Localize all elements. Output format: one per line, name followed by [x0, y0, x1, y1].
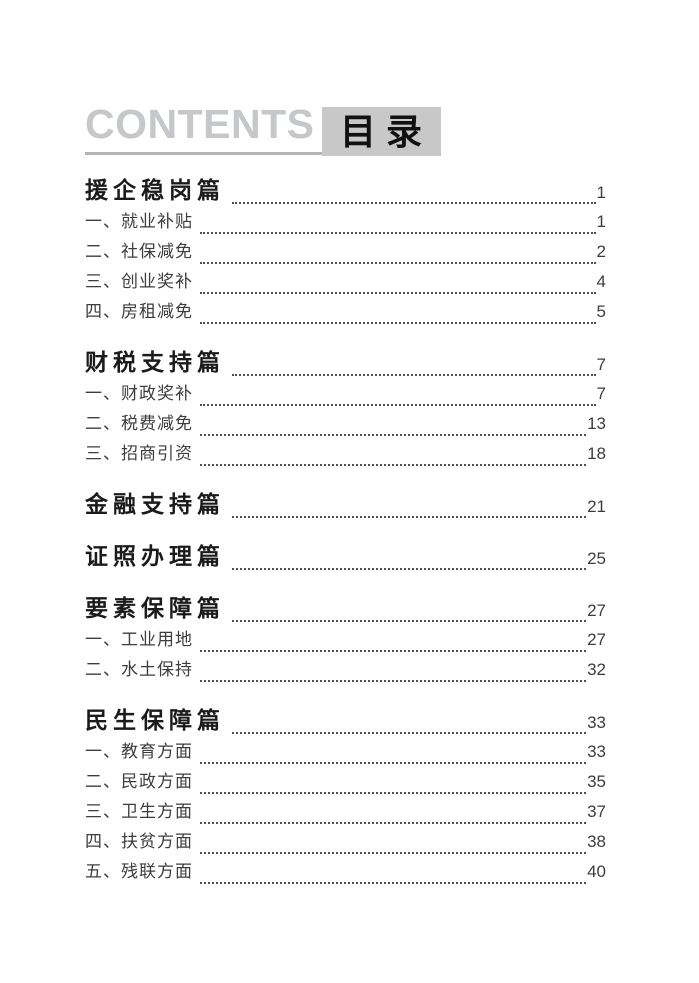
toc-section-title-row: 民生保障篇 33 [85, 709, 606, 743]
toc-section: 民生保障篇 33 一、教育方面 33 二、民政方面 35 三、卫生方面 37 四、扶贫方面 38 五… [85, 709, 606, 893]
toc-item-row: 一、就业补贴 1 [85, 213, 606, 243]
toc-item-row: 三、创业奖补 4 [85, 273, 606, 303]
toc-item-row: 三、招商引资 18 [85, 445, 606, 475]
toc-item-label: 二、水土保持 [85, 660, 193, 679]
toc-item-row: 二、税费减免 13 [85, 415, 606, 445]
toc-item-label: 三、招商引资 [85, 444, 193, 463]
toc-item-page-number: 33 [587, 742, 606, 761]
toc-item-page-number: 27 [587, 630, 606, 649]
toc-list: 援企稳岗篇 1 一、就业补贴 1 二、社保减免 2 三、创业奖补 4 四、房租减免 5 财税支持篇 7… [85, 155, 606, 893]
toc-section-title-row: 证照办理篇 25 [85, 545, 606, 579]
dot-leader [232, 202, 596, 204]
contents-header: CONTENTS 目录 [85, 101, 441, 156]
dot-leader [200, 434, 587, 436]
toc-item-label: 四、扶贫方面 [85, 832, 193, 851]
dot-leader [232, 732, 587, 734]
toc-item-page-number: 35 [587, 772, 606, 791]
toc-item-row: 二、民政方面 35 [85, 773, 606, 803]
toc-item-row: 四、房租减免 5 [85, 303, 606, 333]
contents-title-en: CONTENTS [85, 101, 315, 147]
toc-item-row: 二、水土保持 32 [85, 661, 606, 691]
toc-item-label: 一、财政奖补 [85, 384, 193, 403]
toc-item-page-number: 13 [587, 414, 606, 433]
toc-section-title-label: 金融支持篇 [85, 491, 225, 518]
dot-leader [232, 374, 596, 376]
contents-title-zh: 目录 [339, 110, 432, 152]
toc-section-title-page-number: 1 [596, 183, 606, 202]
dot-leader [232, 568, 587, 570]
toc-section-title-page-number: 25 [587, 549, 606, 568]
toc-item-page-number: 1 [596, 212, 606, 231]
dot-leader [200, 792, 587, 794]
toc-item-row: 二、社保减免 2 [85, 243, 606, 273]
toc-section: 要素保障篇 27 一、工业用地 27 二、水土保持 32 [85, 597, 606, 691]
toc-item-page-number: 38 [587, 832, 606, 851]
toc-item-page-number: 37 [587, 802, 606, 821]
toc-section-title-page-number: 7 [596, 355, 606, 374]
dot-leader [200, 852, 587, 854]
toc-section-title-label: 证照办理篇 [85, 543, 225, 570]
toc-item-label: 二、民政方面 [85, 772, 193, 791]
toc-item-page-number: 18 [587, 444, 606, 463]
dot-leader [200, 822, 587, 824]
dot-leader [200, 322, 596, 324]
toc-section-title-label: 援企稳岗篇 [85, 177, 225, 204]
toc-section-title-label: 财税支持篇 [85, 349, 225, 376]
toc-item-row: 一、财政奖补 7 [85, 385, 606, 415]
toc-item-page-number: 4 [596, 272, 606, 291]
toc-section-title-label: 民生保障篇 [85, 707, 225, 734]
dot-leader [200, 882, 587, 884]
toc-item-label: 一、教育方面 [85, 742, 193, 761]
dot-leader [232, 516, 587, 518]
toc-section-title-row: 要素保障篇 27 [85, 597, 606, 631]
toc-item-page-number: 5 [596, 302, 606, 321]
toc-section-title-page-number: 33 [587, 713, 606, 732]
toc-item-row: 四、扶贫方面 38 [85, 833, 606, 863]
toc-section: 财税支持篇 7 一、财政奖补 7 二、税费减免 13 三、招商引资 18 [85, 351, 606, 475]
toc-section-title-page-number: 21 [587, 497, 606, 516]
toc-item-label: 三、卫生方面 [85, 802, 193, 821]
toc-section-title-row: 财税支持篇 7 [85, 351, 606, 385]
toc-item-label: 一、就业补贴 [85, 212, 193, 231]
dot-leader [200, 404, 596, 406]
toc-item-page-number: 32 [587, 660, 606, 679]
dot-leader [200, 292, 596, 294]
toc-section: 证照办理篇 25 [85, 545, 606, 579]
toc-item-page-number: 40 [587, 862, 606, 881]
toc-section: 金融支持篇 21 [85, 493, 606, 527]
dot-leader [200, 464, 587, 466]
toc-section-title-label: 要素保障篇 [85, 595, 225, 622]
toc-item-page-number: 2 [596, 242, 606, 261]
dot-leader [200, 262, 596, 264]
toc-section-title-row: 金融支持篇 21 [85, 493, 606, 527]
toc-item-page-number: 7 [596, 384, 606, 403]
toc-section-title-page-number: 27 [587, 601, 606, 620]
toc-section: 援企稳岗篇 1 一、就业补贴 1 二、社保减免 2 三、创业奖补 4 四、房租减免 5 [85, 179, 606, 333]
toc-item-row: 三、卫生方面 37 [85, 803, 606, 833]
toc-item-label: 四、房租减免 [85, 302, 193, 321]
toc-item-label: 五、残联方面 [85, 862, 193, 881]
dot-leader [200, 680, 587, 682]
contents-title-zh-box: 目录 [321, 107, 441, 156]
toc-item-label: 三、创业奖补 [85, 272, 193, 291]
toc-item-label: 一、工业用地 [85, 630, 193, 649]
dot-leader [232, 620, 587, 622]
toc-item-row: 一、工业用地 27 [85, 631, 606, 661]
dot-leader [200, 232, 596, 234]
toc-section-title-row: 援企稳岗篇 1 [85, 179, 606, 213]
dot-leader [200, 650, 587, 652]
toc-item-row: 五、残联方面 40 [85, 863, 606, 893]
toc-item-row: 一、教育方面 33 [85, 743, 606, 773]
toc-item-label: 二、社保减免 [85, 242, 193, 261]
toc-item-label: 二、税费减免 [85, 414, 193, 433]
dot-leader [200, 762, 587, 764]
